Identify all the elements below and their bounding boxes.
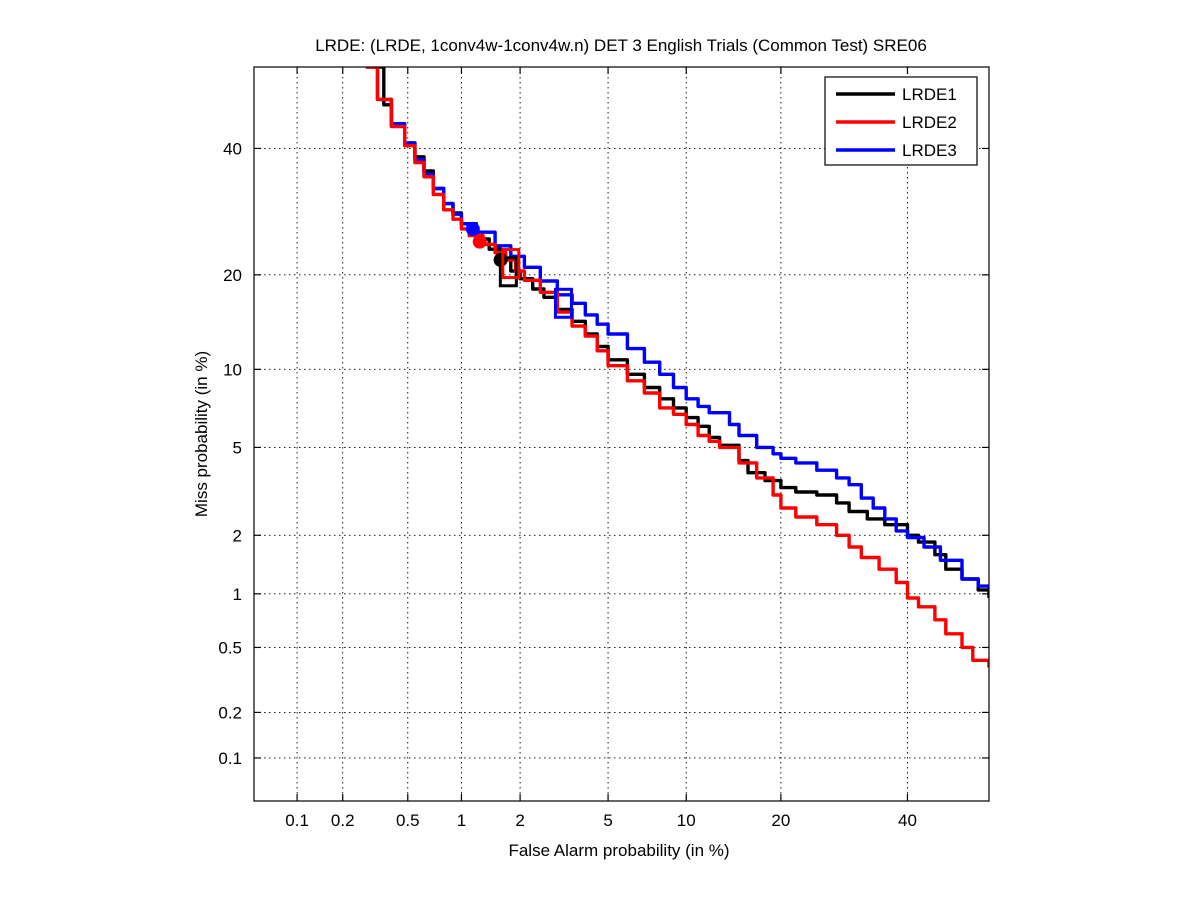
series-lrde2-line xyxy=(365,67,989,668)
x-tick-label: 5 xyxy=(603,811,612,830)
y-axis-label: Miss probability (in %) xyxy=(192,351,211,517)
y-axis-ticks: 0.1 0.2 0.5 1 2 5 10 20 40 xyxy=(218,139,989,768)
x-tick-label: 20 xyxy=(771,811,790,830)
legend: LRDE1 LRDE2 LRDE3 xyxy=(824,76,978,166)
y-tick-label: 40 xyxy=(223,139,242,158)
act-dcf-marker-lrde1 xyxy=(498,256,518,288)
chart-title: LRDE: (LRDE, 1conv4w-1conv4w.n) DET 3 En… xyxy=(315,36,927,55)
legend-label-lrde1: LRDE1 xyxy=(902,85,957,104)
x-tick-label: 40 xyxy=(898,811,917,830)
series-lrde3-line xyxy=(365,67,989,590)
act-dcf-marker-lrde2 xyxy=(501,248,521,280)
x-axis-ticks: 0.1 0.2 0.5 1 2 5 10 20 40 xyxy=(285,67,917,830)
y-tick-label: 10 xyxy=(223,360,242,379)
y-tick-label: 0.5 xyxy=(218,638,242,657)
x-tick-label: 10 xyxy=(677,811,696,830)
x-tick-label: 0.1 xyxy=(285,811,309,830)
x-tick-label: 0.2 xyxy=(331,811,355,830)
min-dcf-marker-lrde3 xyxy=(465,221,480,236)
axes-frame xyxy=(253,66,990,802)
dcf-markers xyxy=(465,221,573,319)
legend-label-lrde2: LRDE2 xyxy=(902,113,957,132)
x-tick-label: 0.5 xyxy=(396,811,420,830)
min-dcf-marker-lrde2 xyxy=(472,234,487,249)
y-tick-label: 5 xyxy=(233,438,242,457)
y-tick-label: 0.1 xyxy=(218,749,242,768)
x-tick-label: 2 xyxy=(515,811,524,830)
y-tick-label: 1 xyxy=(233,585,242,604)
legend-label-lrde3: LRDE3 xyxy=(902,141,957,160)
grid xyxy=(254,67,989,801)
act-dcf-marker-lrde3 xyxy=(553,287,573,319)
x-axis-label: False Alarm probability (in %) xyxy=(508,841,729,860)
y-tick-label: 2 xyxy=(233,526,242,545)
y-tick-label: 20 xyxy=(223,266,242,285)
y-tick-label: 0.2 xyxy=(218,703,242,722)
x-tick-label: 1 xyxy=(457,811,466,830)
plot-area xyxy=(365,67,989,668)
